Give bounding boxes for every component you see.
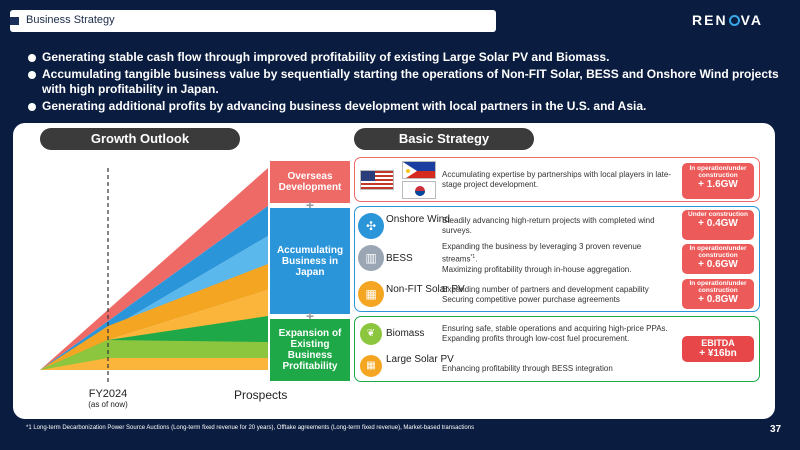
us-flag-icon: [360, 170, 394, 190]
biomass-label: Biomass: [386, 328, 425, 339]
wedge-existing-1: [40, 290, 268, 370]
non-fit-capacity-badge: In operation/under construction + 0.8GW: [682, 279, 754, 309]
prospects-label: Prospects: [234, 388, 288, 402]
onshore-capacity-badge: Under construction + 0.4GW: [682, 210, 754, 240]
plus-icon: +: [305, 308, 315, 324]
overseas-desc: Accumulating expertise by partnerships w…: [442, 170, 671, 189]
bullet-item: Accumulating tangible business value by …: [26, 67, 786, 97]
wedge-japan-1: [40, 206, 268, 370]
non-fit-desc: Expanding number of partners and develop…: [442, 285, 649, 304]
title-marker: [10, 17, 19, 25]
fy2024-label: FY2024 (as of now): [78, 388, 138, 409]
growth-outlook-heading: Growth Outlook: [40, 128, 240, 150]
wedge-overseas: [40, 168, 268, 370]
growth-chart: [40, 168, 268, 384]
basic-strategy-heading: Basic Strategy: [354, 128, 534, 150]
wedge-base-2: [40, 358, 268, 370]
solar-panel-icon: ▦: [360, 355, 382, 377]
wedge-japan-3: [40, 264, 268, 370]
solar-panel-icon: ▦: [358, 281, 384, 307]
battery-icon: ▥: [358, 245, 384, 271]
page-number: 37: [770, 424, 782, 435]
large-solar-label: Large Solar PV: [386, 354, 454, 365]
category-overseas: Overseas Development: [270, 161, 350, 203]
non-fit-solar-label: Non-FIT Solar PV: [386, 284, 465, 295]
renova-logo: REN VA: [692, 12, 763, 28]
fy2024-sublabel: (as of now): [88, 400, 128, 409]
bess-label: BESS: [386, 253, 413, 264]
logo-ring-icon: [728, 15, 740, 26]
category-existing: Expansion of Existing Business Profitabi…: [270, 319, 350, 381]
korea-flag-icon: [402, 181, 436, 199]
plus-icon: +: [305, 197, 315, 213]
bess-desc: Expanding the business by leveraging 3 p…: [442, 242, 642, 274]
ebitda-badge: EBITDA + ¥16bn: [682, 336, 754, 362]
bullet-item: Generating additional profits by advanci…: [26, 99, 786, 114]
onshore-desc: Steadily advancing high-return projects …: [442, 216, 655, 235]
bullet-dot-icon: [28, 103, 36, 111]
footnote: *1 Long-term Decarbonization Power Sourc…: [26, 425, 475, 431]
wedge-base-1: [108, 340, 268, 358]
category-japan: Accumulating Business in Japan: [270, 208, 350, 314]
bullet-dot-icon: [28, 54, 36, 62]
onshore-wind-label: Onshore Wind: [386, 214, 450, 225]
philippines-flag-icon: [402, 161, 436, 179]
biomass-desc: Ensuring safe, stable operations and acq…: [442, 324, 668, 343]
leaf-icon: ❦: [360, 323, 382, 345]
existing-group: [354, 316, 760, 382]
header-bar: Business Strategy: [10, 10, 496, 32]
bullet-item: Generating stable cash flow through impr…: [26, 50, 786, 65]
overseas-capacity-badge: In operation/under construction + 1.6GW: [682, 163, 754, 199]
large-solar-desc: Enhancing profitability through BESS int…: [442, 364, 613, 373]
wind-turbine-icon: ✣: [358, 213, 384, 239]
bullet-dot-icon: [28, 71, 36, 79]
summary-bullets: Generating stable cash flow through impr…: [26, 50, 786, 116]
page-title: Business Strategy: [26, 14, 115, 26]
bess-capacity-badge: In operation/under construction + 0.6GW: [682, 244, 754, 274]
